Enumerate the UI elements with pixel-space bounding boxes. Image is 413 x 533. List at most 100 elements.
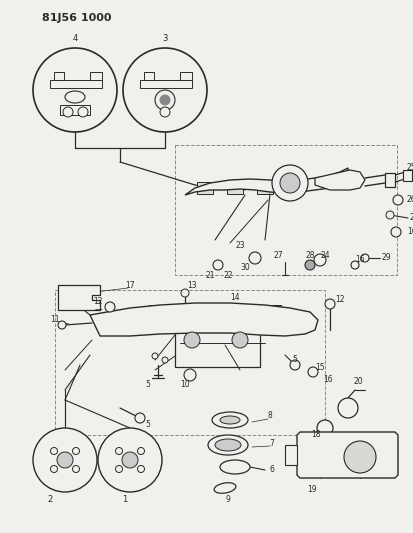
Circle shape — [307, 367, 317, 377]
Circle shape — [183, 369, 195, 381]
Bar — [238, 305, 250, 321]
Text: 5: 5 — [292, 356, 297, 365]
Circle shape — [316, 420, 332, 436]
Text: 28: 28 — [304, 251, 314, 260]
Circle shape — [231, 332, 247, 348]
Text: 14: 14 — [230, 294, 239, 303]
Text: 11: 11 — [50, 316, 59, 325]
Ellipse shape — [219, 460, 249, 474]
Bar — [221, 305, 228, 310]
Circle shape — [115, 448, 122, 455]
Text: 17: 17 — [125, 280, 135, 289]
Ellipse shape — [207, 435, 247, 455]
Text: 18: 18 — [311, 431, 320, 440]
Polygon shape — [90, 72, 102, 80]
Circle shape — [72, 448, 79, 455]
Text: 5: 5 — [145, 381, 150, 390]
Text: 21: 21 — [205, 271, 214, 279]
Bar — [197, 182, 212, 194]
Ellipse shape — [214, 483, 235, 493]
Text: 4: 4 — [72, 34, 78, 43]
Circle shape — [159, 107, 170, 117]
Circle shape — [350, 261, 358, 269]
Bar — [52, 455, 78, 465]
Circle shape — [78, 107, 88, 117]
Polygon shape — [58, 285, 100, 310]
Bar — [80, 287, 90, 295]
Text: 1: 1 — [122, 496, 127, 505]
Text: 10: 10 — [180, 381, 189, 390]
Bar — [221, 321, 228, 326]
Bar — [55, 290, 324, 435]
Circle shape — [271, 165, 307, 201]
Text: 2: 2 — [47, 496, 52, 505]
Bar — [175, 145, 396, 275]
Circle shape — [50, 448, 57, 455]
Circle shape — [304, 260, 314, 270]
Circle shape — [122, 452, 138, 468]
Circle shape — [161, 357, 168, 363]
Text: 29: 29 — [381, 254, 391, 262]
Text: 9: 9 — [225, 496, 230, 505]
Text: 5: 5 — [145, 421, 150, 430]
Polygon shape — [185, 168, 347, 195]
Bar — [226, 182, 242, 194]
Polygon shape — [140, 80, 192, 88]
Ellipse shape — [65, 91, 85, 103]
Circle shape — [180, 289, 189, 297]
Circle shape — [115, 465, 122, 472]
Bar — [122, 449, 138, 471]
Text: 27: 27 — [273, 251, 282, 260]
Circle shape — [248, 252, 260, 264]
Text: 6: 6 — [269, 465, 274, 474]
Ellipse shape — [214, 439, 240, 451]
Circle shape — [289, 360, 299, 370]
Polygon shape — [402, 170, 411, 181]
Circle shape — [72, 465, 79, 472]
Text: 26: 26 — [406, 196, 413, 205]
Polygon shape — [180, 72, 192, 80]
Circle shape — [58, 321, 66, 329]
Bar — [209, 305, 221, 321]
Polygon shape — [50, 80, 102, 88]
Circle shape — [360, 254, 368, 262]
Circle shape — [385, 211, 393, 219]
Bar — [58, 449, 72, 471]
Circle shape — [98, 428, 161, 492]
Circle shape — [57, 452, 73, 468]
Text: 25: 25 — [406, 163, 413, 172]
Polygon shape — [314, 170, 364, 190]
Circle shape — [154, 90, 175, 110]
Polygon shape — [60, 105, 90, 115]
Text: 12: 12 — [93, 297, 102, 306]
Circle shape — [137, 448, 144, 455]
Text: —: — — [94, 305, 102, 314]
Circle shape — [392, 195, 402, 205]
Ellipse shape — [211, 412, 247, 428]
Bar — [175, 332, 259, 367]
Text: 7: 7 — [269, 440, 274, 448]
Text: 13: 13 — [187, 280, 196, 289]
Bar — [149, 305, 161, 321]
Text: 24: 24 — [319, 251, 329, 260]
Polygon shape — [284, 445, 296, 465]
Text: 16: 16 — [406, 228, 413, 237]
Text: 19: 19 — [306, 486, 316, 495]
Text: 8: 8 — [267, 411, 272, 421]
Text: 30: 30 — [240, 263, 249, 272]
Bar — [256, 182, 272, 194]
Polygon shape — [144, 72, 154, 80]
Circle shape — [105, 302, 115, 312]
Text: 20: 20 — [352, 377, 362, 386]
Text: 23: 23 — [235, 240, 244, 249]
Ellipse shape — [219, 416, 240, 424]
Circle shape — [324, 299, 334, 309]
Polygon shape — [90, 303, 317, 336]
Circle shape — [337, 398, 357, 418]
Circle shape — [63, 107, 73, 117]
Polygon shape — [296, 432, 397, 478]
Polygon shape — [384, 173, 394, 187]
Circle shape — [135, 413, 145, 423]
Bar — [65, 287, 75, 295]
Circle shape — [159, 95, 170, 105]
